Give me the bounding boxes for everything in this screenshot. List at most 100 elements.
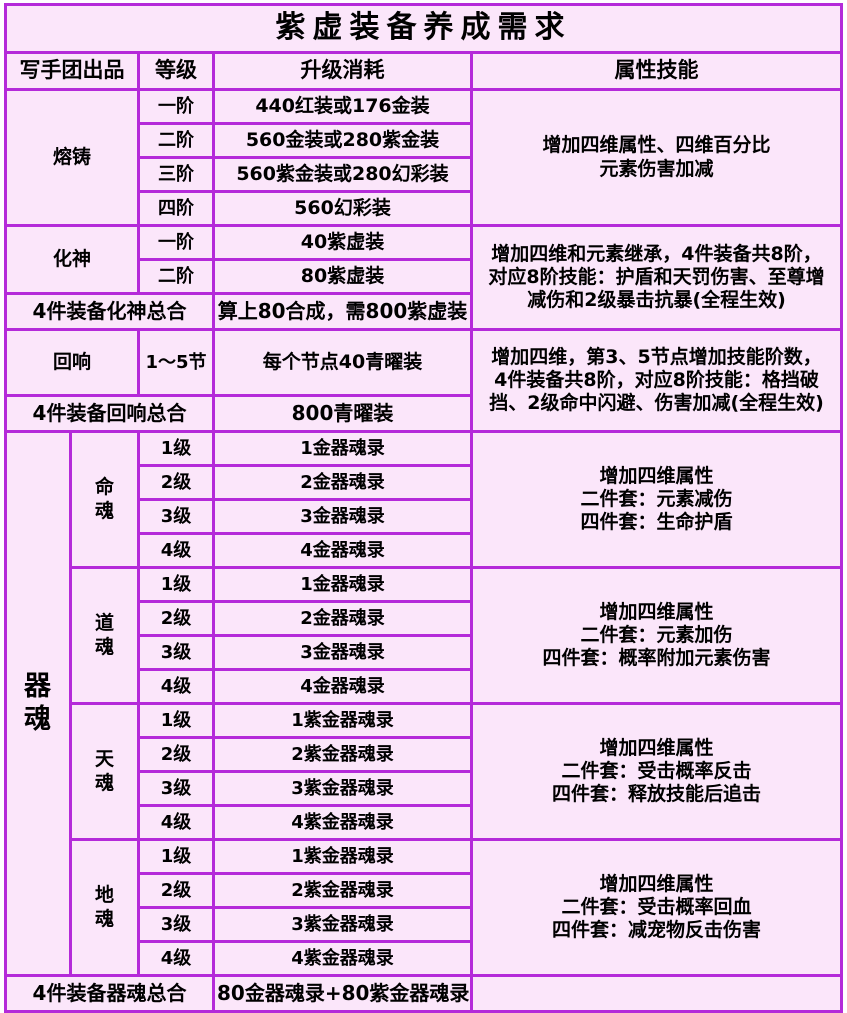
group-name-tianhun: 天 魂 [69,702,140,841]
column-header-level: 等级 [137,51,215,91]
table-row: 4级 4金器魂录 [6,532,842,569]
section-name-qihun: 器 魂 [4,430,72,977]
total-label-huashen: 4件装备化神总合 [4,292,215,331]
table-row: 三阶 560紫金装或280幻彩装 [6,156,842,193]
level-cell: 二阶 [137,258,215,295]
skill-line: 增加四维属性 [599,600,714,623]
skill-line: 四件套：生命护盾 [580,511,733,534]
column-header-source: 写手团出品 [4,51,140,91]
group-char-1: 天 [94,748,114,771]
level-cell: 一阶 [137,224,215,261]
section-name-rongzhu: 熔铸 [4,88,140,227]
level-cell: 2级 [137,872,215,909]
level-cell: 3级 [137,498,215,535]
group-name-minghun: 命 魂 [69,430,140,569]
table-row: 4级 4金器魂录 [6,668,842,705]
skill-cell-huashen: 增加四维和元素继承，4件装备共8阶， 对应8阶技能：护盾和天罚伤害、至尊增 减伤… [469,224,844,331]
equipment-requirement-table: 紫虚装备养成需求 写手团出品 等级 升级消耗 属性技能 熔铸 一阶 440红装或… [3,3,844,1013]
table-row: 4件装备回响总合 800青曜装 [4,394,842,433]
section-name-huixiang: 回响 [4,328,140,397]
table-row: 2级 2金器魂录 [6,600,842,637]
total-label-qihun: 4件装备器魂总合 [4,974,215,1013]
qihun-char-2: 魂 [24,703,52,735]
level-cell: 4级 [137,532,215,569]
group-char-1: 道 [94,612,114,635]
group-char-1: 地 [94,884,114,907]
total-value-qihun: 80金器魂录+80紫金器魂录 [212,974,473,1013]
skill-line: 四件套：释放技能后追击 [552,783,762,806]
column-header-skill: 属性技能 [469,51,844,91]
table-row: 二阶 80紫虚装 [6,258,842,295]
table-row: 4件装备器魂总合 80金器魂录+80紫金器魂录 [4,974,844,1013]
cost-cell: 3紫金器魂录 [212,770,473,807]
table-row: 2级 2金器魂录 [6,464,842,501]
total-value-huashen: 算上80合成，需800紫虚装 [212,292,473,331]
cost-cell: 3金器魂录 [212,498,473,535]
skill-line: 二件套：受击概率反击 [561,759,752,782]
table-row: 二阶 560金装或280紫金装 [6,122,842,159]
cost-cell: 4紫金器魂录 [212,940,473,977]
group-name-daohun: 道 魂 [69,566,140,705]
skill-line: 增加四维属性 [599,872,714,895]
level-cell: 1级 [137,566,215,603]
skill-line: 二件套：元素加伤 [580,623,733,646]
cost-cell: 1金器魂录 [212,566,473,603]
cost-cell: 560紫金装或280幻彩装 [212,156,473,193]
cost-cell: 40紫虚装 [212,224,473,261]
table-row: 3级 3金器魂录 [6,498,842,535]
cost-cell: 440红装或176金装 [212,88,473,125]
qihun-char-1: 器 [24,670,52,702]
cost-cell: 560金装或280紫金装 [212,122,473,159]
cost-cell: 2紫金器魂录 [212,872,473,909]
skill-line: 增加四维和元素继承，4件装备共8阶， [491,242,822,265]
skill-line: 四件套：减宠物反击伤害 [552,919,762,942]
level-cell: 1级 [137,430,215,467]
section-name-huashen: 化神 [4,224,140,295]
table-row: 2级 2紫金器魂录 [6,736,842,773]
cost-cell: 560幻彩装 [212,190,473,227]
level-cell: 三阶 [137,156,215,193]
skill-line: 增加四维属性、四维百分比 [542,134,771,157]
table-row: 熔铸 一阶 440红装或176金装 增加四维属性、四维百分比 元素伤害加减 [4,88,844,227]
cost-cell: 4金器魂录 [212,668,473,705]
level-cell: 3级 [137,906,215,943]
cost-cell: 3金器魂录 [212,634,473,671]
skill-cell-dihun: 增加四维属性 二件套：受击概率回血 四件套：减宠物反击伤害 [469,838,844,977]
cost-cell: 4金器魂录 [212,532,473,569]
level-cell: 3级 [137,634,215,671]
group-char-2: 魂 [94,771,114,794]
table-row: 回响 1～5节 每个节点40青曜装 增加四维，第3、5节点增加技能阶数， 4件装… [4,328,844,433]
group-char-2: 魂 [94,635,114,658]
skill-line: 增加四维属性 [599,736,714,759]
cost-cell: 2紫金器魂录 [212,736,473,773]
table-row: 道 魂 1级 1金器魂录 增加四维属性 二件套：元素加伤 四件套：概率附加元素伤… [6,566,844,705]
table-row: 天 魂 1级 1紫金器魂录 增加四维属性 二件套：受击概率反击 四件套：释放技能… [6,702,844,841]
skill-line: 元素伤害加减 [599,157,714,180]
skill-cell-huixiang: 增加四维，第3、5节点增加技能阶数， 4件装备共8阶，对应8阶技能：格挡破 挡、… [469,328,844,433]
cost-cell: 2金器魂录 [212,464,473,501]
group-name-dihun: 地 魂 [69,838,140,977]
level-cell: 2级 [137,736,215,773]
cost-cell: 80紫虚装 [212,258,473,295]
level-cell: 1级 [137,702,215,739]
table-row: 四阶 560幻彩装 [6,190,842,227]
level-cell: 3级 [137,770,215,807]
level-cell: 1～5节 [137,328,215,397]
group-char-1: 命 [94,476,114,499]
group-char-2: 魂 [94,499,114,522]
cost-cell: 1金器魂录 [212,430,473,467]
level-cell: 四阶 [137,190,215,227]
level-cell: 1级 [137,838,215,875]
skill-line: 减伤和2级暴击抗暴(全程生效) [527,289,786,312]
empty-cell [469,974,844,1013]
table-row: 化神 一阶 40紫虚装 增加四维和元素继承，4件装备共8阶， 对应8阶技能：护盾… [4,224,844,331]
skill-line: 增加四维属性 [599,464,714,487]
skill-cell-minghun: 增加四维属性 二件套：元素减伤 四件套：生命护盾 [469,430,844,569]
total-label-huixiang: 4件装备回响总合 [4,394,215,433]
cost-cell: 1紫金器魂录 [212,702,473,739]
skill-cell-tianhun: 增加四维属性 二件套：受击概率反击 四件套：释放技能后追击 [469,702,844,841]
title-row: 紫虚装备养成需求 [3,3,844,54]
skill-line: 二件套：受击概率回血 [561,895,752,918]
level-cell: 2级 [137,600,215,637]
cost-cell: 1紫金器魂录 [212,838,473,875]
